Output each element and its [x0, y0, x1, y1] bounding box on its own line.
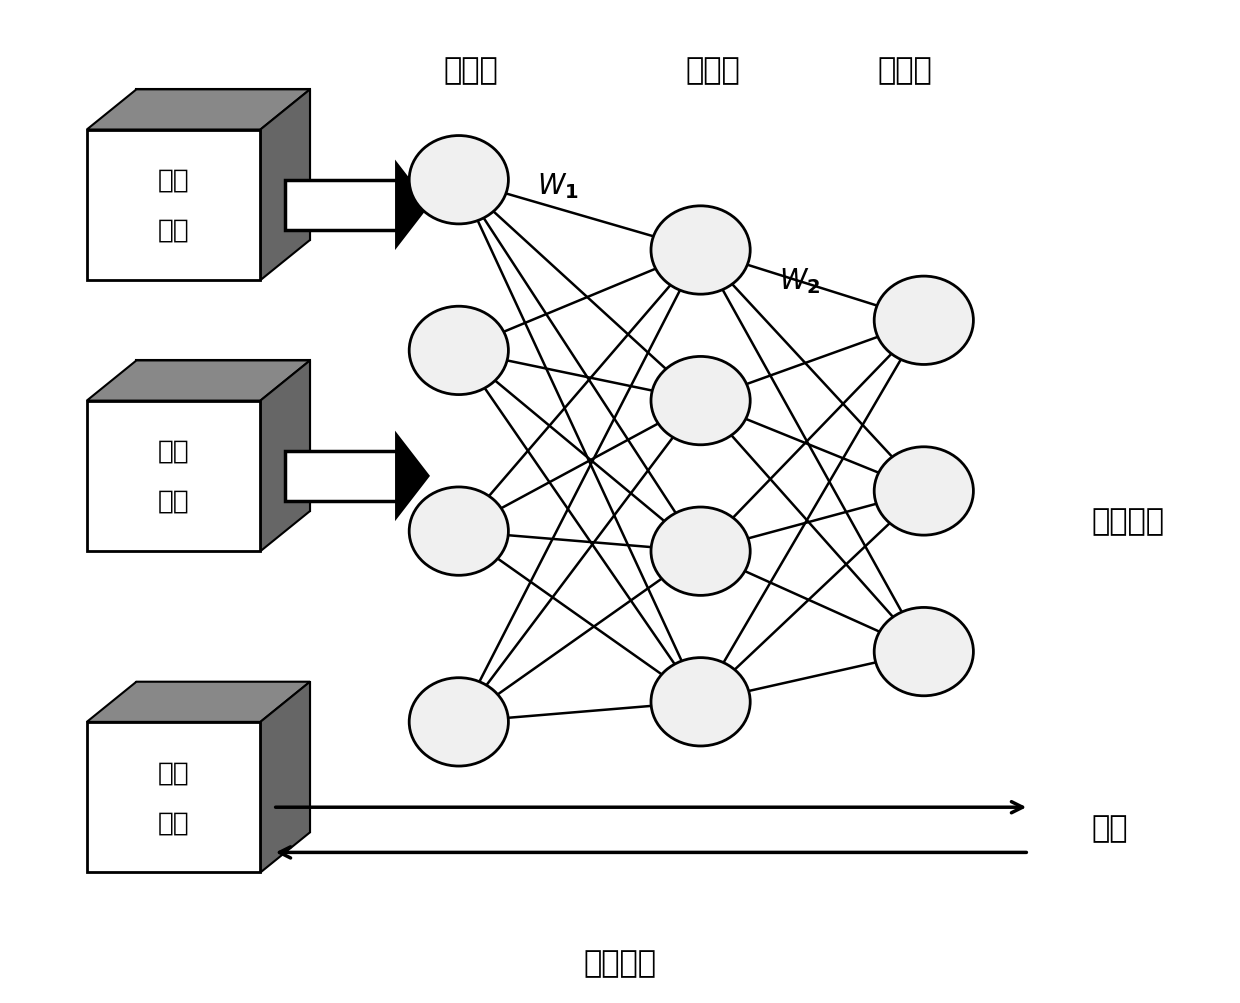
Text: 检验: 检验 [157, 759, 190, 785]
Ellipse shape [874, 608, 973, 696]
Text: 隐含层: 隐含层 [686, 56, 740, 84]
Ellipse shape [874, 277, 973, 365]
Polygon shape [87, 682, 310, 722]
Ellipse shape [409, 487, 508, 576]
Text: 交叉: 交叉 [157, 438, 190, 464]
Ellipse shape [409, 307, 508, 395]
Ellipse shape [409, 136, 508, 225]
Polygon shape [136, 90, 310, 241]
Ellipse shape [651, 357, 750, 445]
Ellipse shape [651, 207, 750, 295]
Ellipse shape [651, 508, 750, 596]
Polygon shape [87, 90, 310, 130]
Ellipse shape [409, 678, 508, 766]
FancyBboxPatch shape [87, 401, 260, 552]
Polygon shape [87, 361, 310, 401]
Text: 输出层: 输出层 [878, 56, 932, 84]
Polygon shape [260, 361, 310, 552]
Text: $\mathbf{\mathit{W}_2}$: $\mathbf{\mathit{W}_2}$ [779, 266, 821, 296]
Polygon shape [397, 165, 428, 246]
Text: 数据: 数据 [157, 218, 190, 244]
Text: 数据: 数据 [157, 809, 190, 835]
Ellipse shape [651, 658, 750, 746]
Text: 训练: 训练 [157, 168, 190, 194]
Polygon shape [260, 90, 310, 281]
Ellipse shape [874, 447, 973, 536]
Text: 误差反馈: 误差反馈 [584, 949, 656, 977]
Polygon shape [136, 682, 310, 832]
Polygon shape [136, 361, 310, 512]
Polygon shape [260, 682, 310, 873]
Text: $\mathbf{\mathit{W}_1}$: $\mathbf{\mathit{W}_1}$ [537, 171, 579, 201]
Text: 数据: 数据 [157, 488, 190, 515]
FancyBboxPatch shape [87, 130, 260, 281]
Polygon shape [285, 451, 397, 502]
Polygon shape [397, 436, 428, 517]
Text: 阈值: 阈值 [1091, 813, 1127, 842]
Text: 输入层: 输入层 [444, 56, 498, 84]
Text: 目标变量: 目标变量 [1091, 508, 1164, 536]
Polygon shape [285, 181, 397, 231]
FancyBboxPatch shape [87, 722, 260, 873]
